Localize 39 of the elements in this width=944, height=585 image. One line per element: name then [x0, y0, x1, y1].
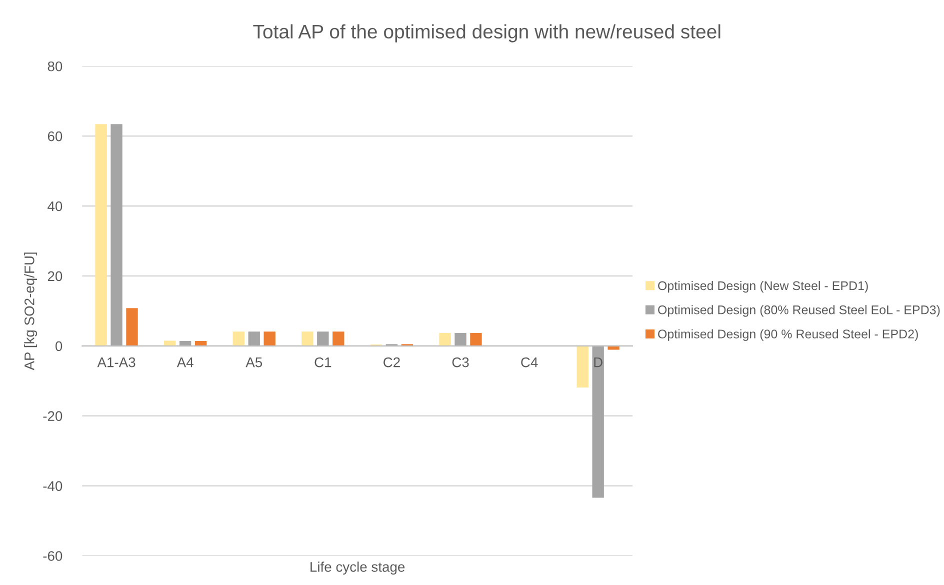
x-tick-label: C4 — [521, 357, 538, 368]
x-tick-label: A1-A3 — [97, 357, 136, 368]
x-tick-label: C2 — [384, 357, 400, 368]
x-tick-label: A5 — [246, 358, 262, 368]
y-tick-label: -20 — [43, 411, 62, 422]
legend-label: Optimised Design (New Steel - EPD1) — [658, 280, 868, 293]
bar — [248, 332, 260, 346]
y-tick-label: 80 — [48, 61, 62, 72]
x-axis-title: Life cycle stage — [310, 562, 405, 575]
bar — [302, 332, 314, 346]
y-tick-label: 0 — [56, 341, 62, 352]
bar — [110, 124, 122, 346]
chart-title: Total AP of the optimised design with new/reused steel — [253, 24, 720, 42]
bar — [454, 332, 466, 346]
y-tick-label: -40 — [43, 481, 62, 491]
bar — [164, 340, 176, 346]
bar — [194, 341, 207, 346]
bar — [592, 346, 604, 498]
bar — [179, 341, 192, 346]
bar — [95, 124, 107, 346]
y-axis-title: AP [kg SO2-eq/FU] — [24, 252, 38, 370]
bar — [264, 332, 276, 346]
y-tick-label: 40 — [48, 201, 62, 212]
x-tick-label: C3 — [452, 357, 469, 368]
x-tick-label: D — [594, 358, 602, 368]
x-tick-label: C1 — [314, 357, 332, 368]
bar — [126, 308, 138, 346]
bar — [470, 332, 482, 346]
y-tick-label: 60 — [48, 131, 62, 142]
x-tick-label: A4 — [176, 358, 194, 368]
legend-label: Optimised Design (90 % Reused Steel - EPD2) — [658, 329, 918, 341]
legend-label: Optimised Design (80% Reused Steel EoL - EPD3) — [658, 305, 940, 317]
bar — [332, 332, 344, 346]
bar — [439, 332, 451, 346]
bar — [232, 332, 244, 346]
y-tick-label: -60 — [43, 551, 62, 561]
bar — [317, 332, 329, 346]
y-tick-label: 20 — [48, 271, 62, 282]
bar — [576, 346, 588, 388]
